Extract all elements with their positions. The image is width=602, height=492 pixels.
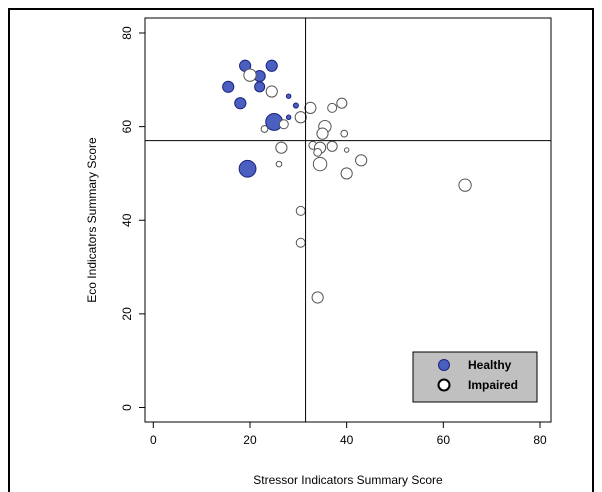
- y-tick-label: 40: [120, 213, 134, 227]
- impaired-point: [243, 68, 257, 82]
- x-axis-label: Stressor Indicators Summary Score: [253, 473, 443, 487]
- impaired-point: [295, 205, 306, 216]
- y-tick-label: 80: [120, 26, 134, 40]
- x-tick-label: 60: [437, 433, 451, 447]
- legend-impaired-label: Impaired: [468, 378, 518, 392]
- x-tick-label: 20: [243, 433, 257, 447]
- healthy-point: [222, 80, 235, 93]
- x-tick-label: 80: [533, 433, 547, 447]
- impaired-point: [340, 129, 349, 138]
- impaired-point: [316, 127, 329, 140]
- legend-box: [412, 351, 538, 403]
- healthy-point: [254, 81, 266, 93]
- impaired-point: [313, 147, 323, 157]
- impaired-point: [340, 167, 353, 180]
- legend: Healthy Impaired: [412, 351, 538, 403]
- impaired-point: [265, 85, 278, 98]
- impaired-point: [336, 97, 348, 109]
- impaired-point: [304, 101, 317, 115]
- healthy-point: [238, 159, 257, 178]
- impaired-point: [275, 160, 283, 168]
- impaired-point: [343, 147, 350, 153]
- y-axis-label: Eco Indicators Summary Score: [85, 137, 99, 303]
- impaired-point: [260, 125, 269, 133]
- impaired-point: [458, 178, 472, 192]
- impaired-point: [294, 111, 307, 124]
- x-tick-label: 0: [150, 433, 157, 447]
- legend-healthy-swatch: [438, 359, 450, 371]
- healthy-point: [292, 102, 299, 109]
- legend-healthy-label: Healthy: [468, 358, 512, 372]
- y-tick-label: 20: [120, 307, 134, 321]
- impaired-point: [326, 140, 338, 152]
- impaired-point: [327, 102, 338, 113]
- healthy-point: [265, 59, 278, 72]
- impaired-point: [275, 141, 288, 154]
- legend-impaired-swatch: [437, 378, 451, 392]
- x-tick-label: 40: [340, 433, 354, 447]
- y-tick-label: 0: [120, 404, 134, 411]
- y-axis: 0 20 40 60 80: [120, 26, 145, 411]
- impaired-point: [312, 156, 328, 172]
- x-axis: 0 20 40 60 80: [150, 422, 547, 447]
- impaired-point: [311, 291, 324, 304]
- impaired-point: [355, 154, 368, 167]
- impaired-point: [295, 237, 306, 248]
- healthy-points-group: [222, 59, 299, 178]
- impaired-point: [278, 119, 289, 130]
- healthy-point: [234, 97, 247, 110]
- y-tick-label: 60: [120, 120, 134, 134]
- chart-frame: [8, 8, 594, 492]
- healthy-point: [285, 93, 292, 99]
- healthy-point: [285, 114, 292, 121]
- impaired-points-group: [243, 68, 472, 304]
